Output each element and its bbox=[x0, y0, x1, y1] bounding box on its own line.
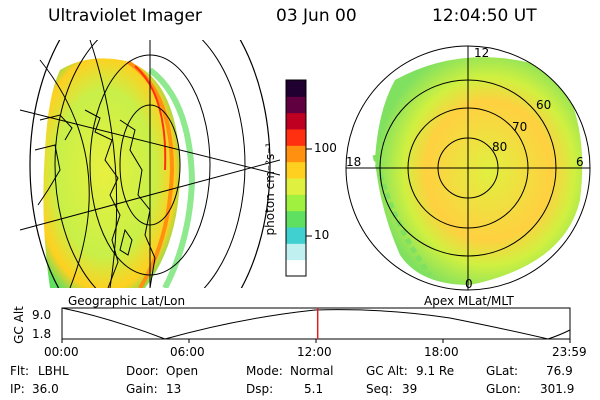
apex-panel-caption: Apex MLat/MLT bbox=[424, 294, 514, 308]
altitude-plot-frame bbox=[61, 307, 571, 340]
gc-alt-value: 9.1 Re bbox=[416, 364, 455, 378]
color-scale-segment bbox=[286, 145, 306, 163]
gc-alt-label: GC Alt: bbox=[366, 364, 408, 378]
gain-value: 13 bbox=[166, 382, 182, 396]
glon-label: GLon: bbox=[486, 382, 521, 396]
gain-label: Gain: bbox=[126, 382, 158, 396]
altitude-ylabel: GC Alt bbox=[12, 306, 26, 344]
altitude-xtick-4: 23:59 bbox=[552, 345, 587, 359]
aurora-glow-apex bbox=[375, 57, 583, 286]
ip-value: 36.0 bbox=[32, 382, 59, 396]
colorbar-tick-label-100: 100 bbox=[314, 141, 337, 155]
glat-value: 76.9 bbox=[546, 364, 573, 378]
color-scale-segment bbox=[286, 210, 306, 228]
dayside-fragments bbox=[372, 154, 433, 277]
mode-value: Normal bbox=[290, 364, 334, 378]
color-scale-frame bbox=[285, 79, 307, 277]
date-label: 03 Jun 00 bbox=[276, 6, 357, 26]
geo-panel-caption: Geographic Lat/Lon bbox=[68, 294, 186, 308]
lat-label-70: 70 bbox=[512, 120, 528, 134]
colorbar-unit-label: photon cm⁻²s⁻¹ bbox=[263, 142, 277, 236]
altitude-ytick-low: 1.8 bbox=[32, 327, 52, 341]
glat-label: GLat: bbox=[486, 364, 519, 378]
altitude-plot bbox=[61, 307, 571, 343]
color-scale-segment bbox=[286, 259, 306, 277]
info-row-1: Flt: LBHL Door: Open Mode: Normal GC Alt… bbox=[0, 364, 600, 380]
ip-label: IP: bbox=[10, 382, 25, 396]
color-scale-segment bbox=[286, 80, 306, 97]
color-scale-segment bbox=[286, 161, 306, 179]
door-label: Door: bbox=[126, 364, 159, 378]
coastlines bbox=[34, 109, 156, 288]
time-label: 12:04:50 UT bbox=[432, 6, 537, 26]
altitude-xtick-2: 12:00 bbox=[297, 345, 332, 359]
altitude-xtick-3: 18:00 bbox=[424, 345, 459, 359]
auroral-peak-arc bbox=[134, 65, 167, 171]
altitude-xtick-0: 00:00 bbox=[44, 345, 79, 359]
mlt-label-12: 12 bbox=[474, 46, 490, 60]
color-scale-segment bbox=[286, 129, 306, 146]
color-scale-bar bbox=[286, 80, 306, 277]
mlt-label-6: 6 bbox=[576, 155, 584, 169]
altitude-x-ticks bbox=[61, 339, 571, 343]
earth-limb bbox=[29, 40, 271, 288]
door-value: Open bbox=[166, 364, 199, 378]
aurora-outer-fringe bbox=[148, 67, 196, 288]
info-row-2: IP: 36.0 Gain: 13 Dsp: 5.1 Seq: 39 GLon:… bbox=[0, 382, 600, 398]
seq-label: Seq: bbox=[366, 382, 393, 396]
aurora-glow-geo bbox=[43, 58, 181, 288]
colorbar-tick-label-10: 10 bbox=[314, 228, 330, 242]
altitude-ytick-high: 9.0 bbox=[32, 308, 52, 322]
flt-label: Flt: bbox=[10, 364, 29, 378]
lat-lon-grid bbox=[19, 40, 280, 288]
mlt-label-18: 18 bbox=[346, 155, 362, 169]
apex-grid bbox=[345, 45, 591, 291]
glon-value: 301.9 bbox=[540, 382, 575, 396]
seq-value: 39 bbox=[402, 382, 418, 396]
color-scale-segment bbox=[286, 96, 306, 114]
mlt-label-0: 0 bbox=[465, 277, 473, 291]
mode-label: Mode: bbox=[246, 364, 283, 378]
color-scale-segment bbox=[286, 178, 306, 195]
color-scale-segment bbox=[286, 243, 306, 261]
dsp-label: Dsp: bbox=[246, 382, 274, 396]
lat-label-80: 80 bbox=[492, 140, 508, 154]
dsp-value: 5.1 bbox=[304, 382, 324, 396]
geographic-image bbox=[19, 40, 280, 288]
apex-image bbox=[345, 45, 591, 291]
color-scale-segment bbox=[286, 227, 306, 244]
lat-label-60: 60 bbox=[536, 98, 552, 112]
color-scale-segment bbox=[286, 112, 306, 130]
instrument-title: Ultraviolet Imager bbox=[48, 6, 202, 26]
color-scale-segment bbox=[286, 194, 306, 212]
altitude-xtick-1: 06:00 bbox=[170, 345, 205, 359]
altitude-curve bbox=[61, 307, 571, 340]
flt-value: LBHL bbox=[38, 364, 69, 378]
